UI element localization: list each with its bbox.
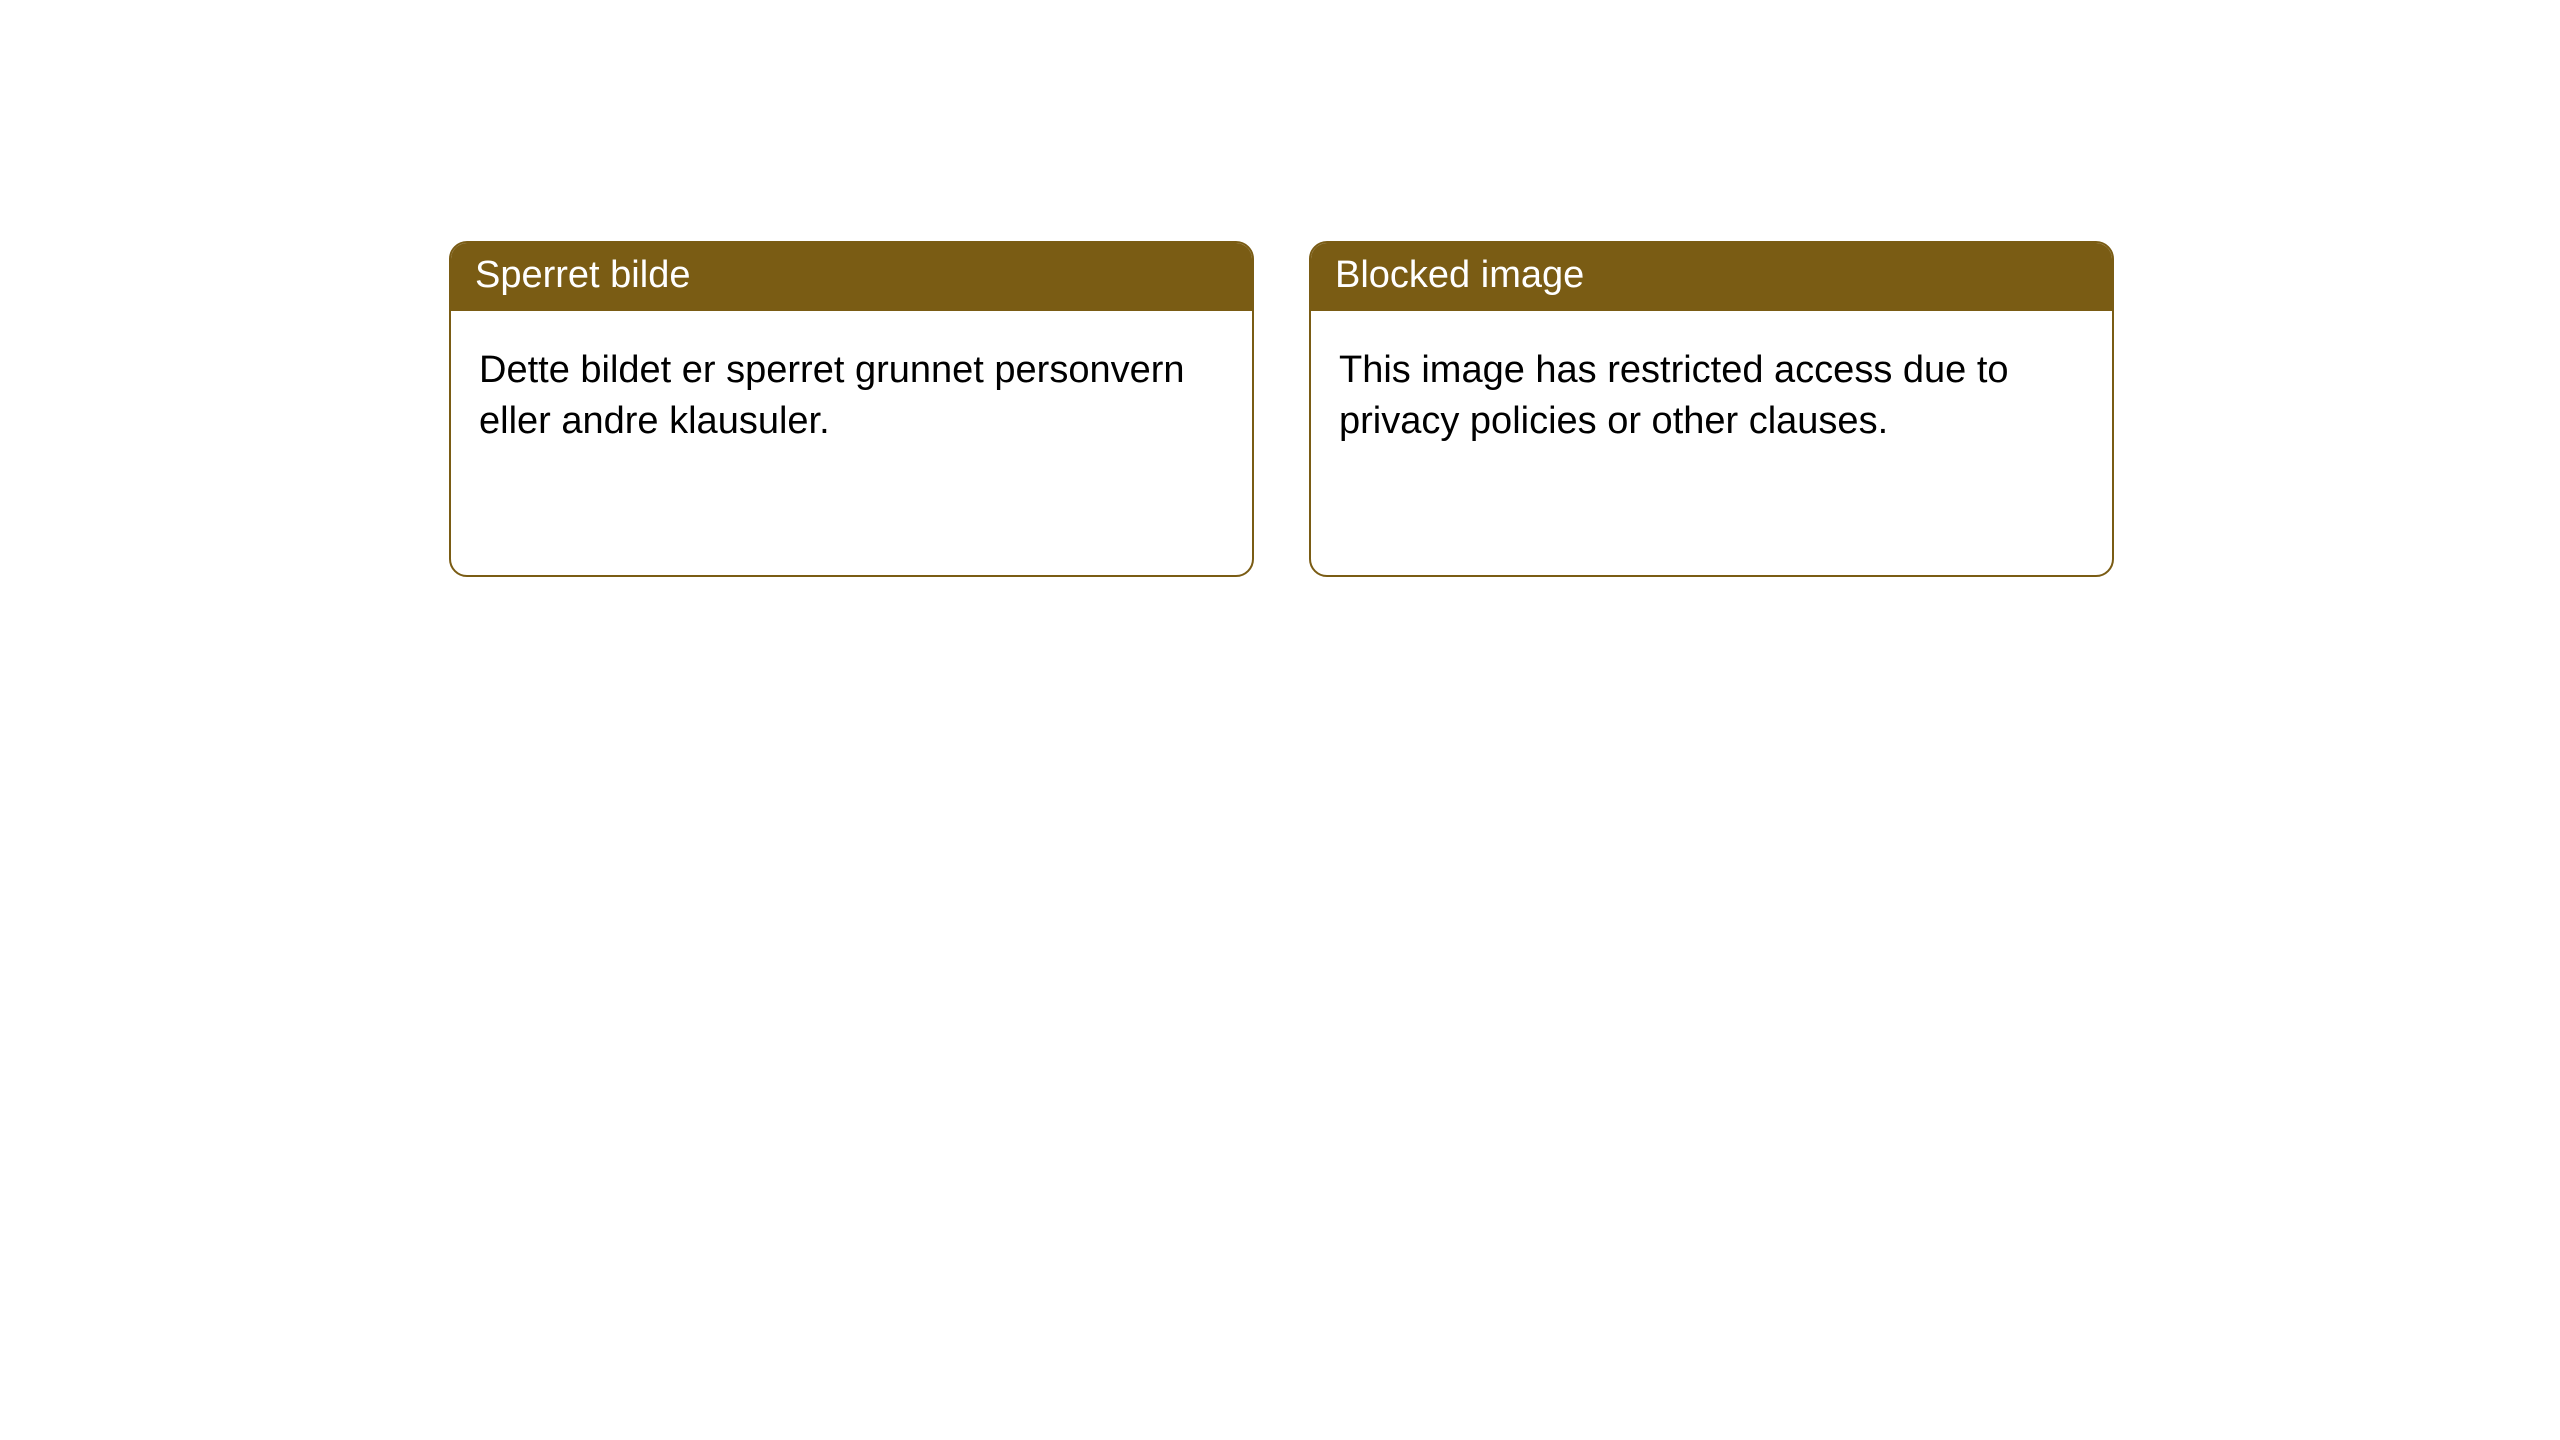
notice-body: Dette bildet er sperret grunnet personve…: [451, 311, 1252, 482]
notice-body: This image has restricted access due to …: [1311, 311, 2112, 482]
notice-title: Sperret bilde: [451, 243, 1252, 311]
notice-title: Blocked image: [1311, 243, 2112, 311]
notice-box-norwegian: Sperret bilde Dette bildet er sperret gr…: [449, 241, 1254, 577]
notice-container: Sperret bilde Dette bildet er sperret gr…: [0, 0, 2560, 577]
notice-box-english: Blocked image This image has restricted …: [1309, 241, 2114, 577]
